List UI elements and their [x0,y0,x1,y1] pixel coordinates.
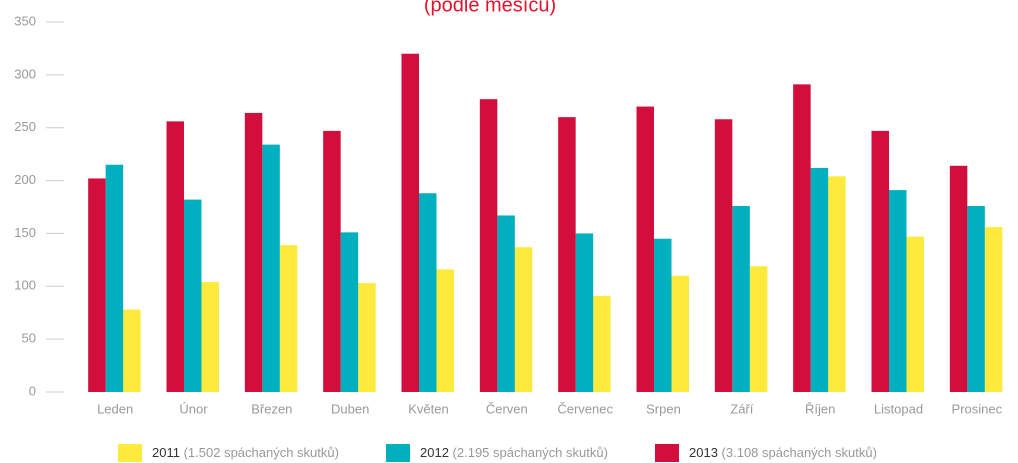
bar [889,190,907,392]
bar [340,232,359,392]
bar [323,130,341,392]
legend-label: 2012 (2.195 spáchaných skutků) [420,445,608,460]
bar [184,199,202,392]
x-tick-label: Listopad [874,401,923,416]
bar [401,53,419,392]
y-tick-label: 0 [29,383,36,398]
y-tick-label: 100 [14,278,36,293]
bar [949,165,968,392]
bar [201,282,219,392]
legend-label: 2013 (3.108 spáchaných skutků) [689,445,877,460]
x-tick-label: Leden [97,401,133,416]
x-tick-label: Květen [408,401,448,416]
x-tick-label: Prosinec [952,401,1003,416]
bar [558,117,576,393]
bar [732,205,750,392]
legend-swatch [386,444,410,462]
legend-note: (1.502 spáchaných skutků) [184,445,339,460]
legend-name: 2012 [420,445,449,460]
bar [279,245,298,392]
bar [636,106,654,393]
x-tick-label: Červen [486,401,528,416]
bar [671,275,689,392]
legend-swatch [118,444,142,462]
bar [906,236,924,392]
bar [436,269,454,392]
bar [244,112,263,393]
bar [810,167,829,392]
bar [593,295,611,392]
bar [105,164,124,392]
bar [967,205,985,392]
bar [358,283,376,392]
bar [88,178,106,392]
legend-note: (2.195 spáchaných skutků) [453,445,608,460]
x-tick-label: Únor [179,401,208,416]
chart-title: (podle měsíců) [424,0,556,16]
y-tick-label: 350 [14,13,36,28]
bar [749,266,768,392]
bar [654,238,672,392]
x-tick-label: Říjen [805,401,835,416]
bar [166,121,184,392]
legend-note: (3.108 spáchaných skutků) [722,445,877,460]
bar [575,233,594,392]
legend-name: 2011 [152,445,180,460]
bar [871,130,889,392]
y-tick-label: 50 [22,331,36,346]
x-tick-label: Červenec [557,401,613,416]
bar [984,227,1003,392]
bar [497,215,515,392]
legend-label: 2011 (1.502 spáchaných skutků) [152,445,339,460]
bar [262,144,280,392]
legend-swatch [655,444,679,462]
bar [793,84,811,392]
y-tick-label: 150 [14,225,36,240]
y-tick-label: 250 [14,119,36,134]
x-tick-label: Březen [251,401,292,416]
legend-name: 2013 [689,445,718,460]
bar [479,99,498,393]
y-tick-label: 300 [14,66,36,81]
y-tick-label: 200 [14,172,36,187]
bar [419,193,437,392]
bar [714,119,733,392]
x-tick-label: Září [730,401,754,416]
x-tick-label: Srpen [646,401,681,416]
bar [123,309,141,392]
bar [514,247,533,392]
x-tick-label: Duben [331,401,369,416]
bar [828,176,846,392]
